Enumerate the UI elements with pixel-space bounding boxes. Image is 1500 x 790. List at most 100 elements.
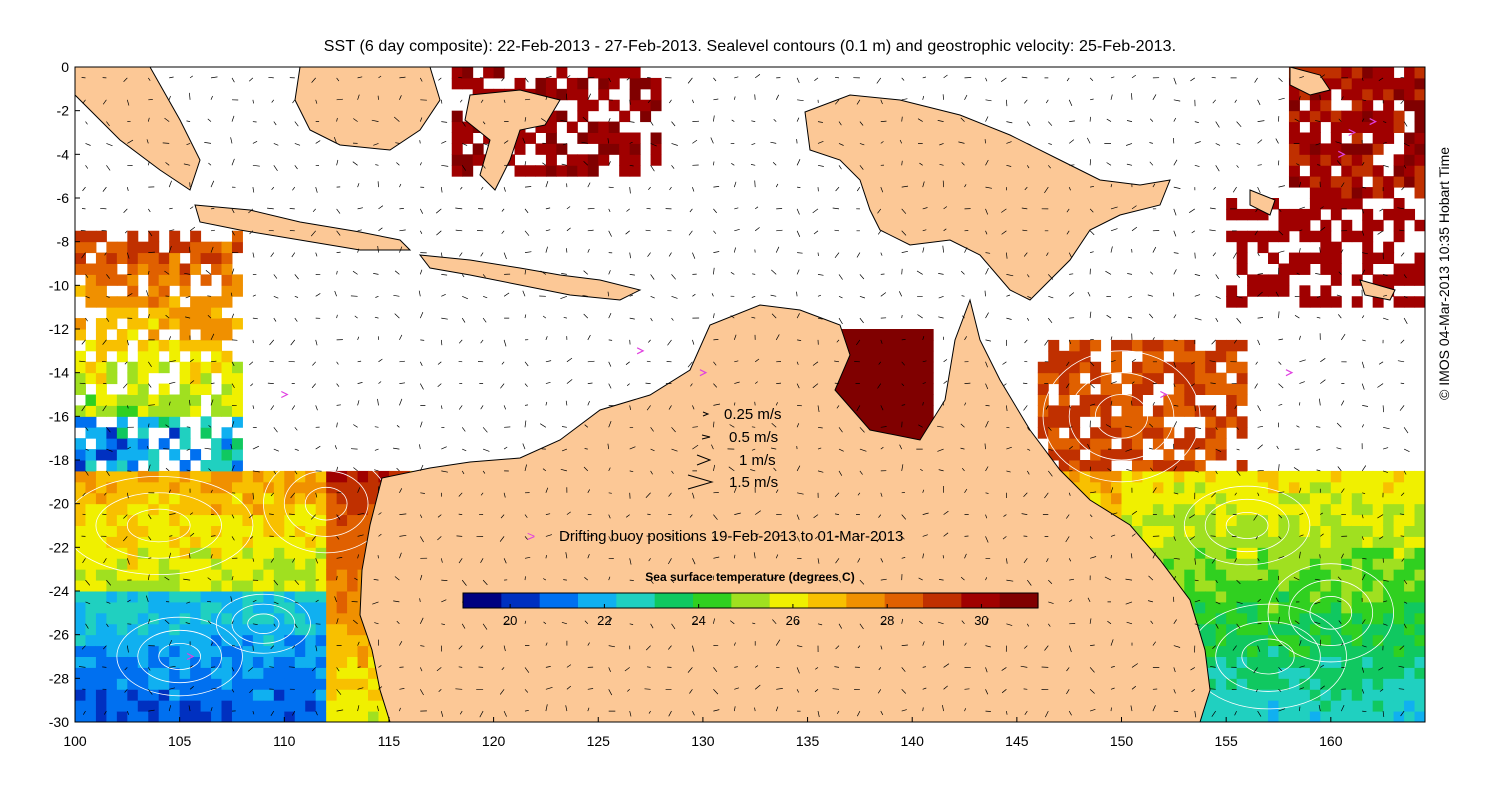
sst-cell — [75, 230, 86, 243]
sst-cell — [1414, 296, 1425, 308]
sst-cell — [305, 711, 317, 722]
sst-cell — [200, 318, 212, 330]
sst-cell — [326, 634, 338, 647]
sst-cell — [127, 547, 139, 559]
sst-cell — [252, 711, 264, 722]
sst-cell — [1090, 460, 1102, 472]
velocity-legend-label-0: 0.25 m/s — [724, 406, 782, 423]
sst-cell — [158, 711, 170, 722]
sealevel-contour — [137, 629, 222, 684]
sealevel-contour — [158, 643, 201, 671]
sst-cell — [1184, 372, 1196, 385]
sst-cell — [1404, 569, 1416, 581]
sst-cell — [472, 143, 484, 155]
sst-cell — [127, 329, 139, 341]
sst-cell — [127, 536, 139, 548]
sst-cell — [336, 503, 348, 516]
sst-cell — [1393, 263, 1405, 275]
sst-cell — [1268, 580, 1279, 592]
sst-cell — [326, 667, 338, 679]
sst-cell — [200, 623, 212, 636]
sst-cell — [556, 110, 568, 123]
sst-cell — [127, 372, 139, 385]
sst-cell — [200, 569, 212, 581]
sst-cell — [1184, 339, 1196, 352]
sst-cell — [1121, 514, 1133, 526]
sst-cell — [200, 700, 212, 712]
sst-cell — [148, 711, 160, 722]
sst-cell — [1341, 536, 1353, 548]
sst-cell — [1341, 580, 1353, 592]
sst-cell — [1100, 405, 1112, 417]
sst-cell — [75, 263, 86, 275]
sst-cell — [305, 481, 317, 494]
sst-cell — [1383, 241, 1395, 254]
sst-cell — [1090, 481, 1102, 494]
sst-cell — [231, 645, 243, 657]
sst-cell — [880, 394, 892, 406]
sst-cell — [85, 230, 97, 243]
sst-cell — [347, 689, 359, 701]
sst-cell — [1247, 503, 1259, 516]
sst-cell — [158, 558, 170, 570]
sst-cell — [1414, 591, 1425, 603]
sst-cell — [357, 689, 369, 701]
sst-cell — [1330, 536, 1342, 548]
sst-cell — [1393, 208, 1405, 221]
sst-cell — [294, 558, 306, 570]
sst-cell — [1351, 230, 1363, 243]
sst-cell — [284, 470, 296, 483]
sst-cell — [263, 569, 275, 581]
sst-cell — [357, 678, 369, 690]
sealevel-contour — [116, 616, 243, 697]
sst-cell — [284, 711, 296, 722]
sst-cell — [127, 296, 139, 308]
sst-cell — [619, 110, 631, 123]
sst-cell — [1330, 601, 1342, 614]
sst-cell — [1268, 689, 1279, 701]
sst-cell — [1226, 711, 1238, 722]
sst-cell — [1393, 121, 1405, 133]
sst-cell — [1131, 361, 1143, 374]
sst-cell — [378, 470, 390, 483]
sst-cell — [1320, 601, 1332, 614]
sst-cell — [1341, 612, 1353, 625]
sst-cell — [1226, 634, 1238, 647]
sst-cell — [1152, 492, 1164, 505]
sst-cell — [1079, 481, 1091, 494]
sst-cell — [106, 481, 118, 494]
sst-cell — [305, 667, 317, 679]
sst-cell — [336, 711, 348, 722]
sst-cell — [1414, 470, 1425, 483]
sst-cell — [462, 67, 474, 79]
sst-cell — [1257, 634, 1269, 647]
sst-cell — [273, 623, 285, 636]
sst-cell — [85, 580, 97, 592]
sst-cell — [1247, 470, 1259, 483]
sst-cell — [1414, 492, 1425, 505]
sst-cell — [1320, 470, 1332, 483]
sst-cell — [127, 601, 139, 614]
sst-cell — [127, 383, 139, 395]
sst-cell — [1278, 208, 1290, 221]
sst-cell — [1205, 470, 1217, 483]
land-sumatra — [75, 67, 201, 191]
sst-cell — [1184, 514, 1196, 526]
sst-cell — [336, 700, 348, 712]
sst-cell — [1341, 470, 1353, 483]
sst-cell — [200, 547, 212, 559]
sst-cell — [1226, 394, 1238, 406]
sst-cell — [263, 678, 275, 690]
sst-cell — [451, 165, 463, 177]
sst-cell — [1215, 449, 1227, 461]
colorbar-tick-label: 20 — [503, 613, 517, 628]
sst-cell — [200, 591, 212, 603]
sst-cell — [1383, 176, 1395, 188]
sst-cell — [922, 372, 934, 385]
sst-cell — [1299, 525, 1311, 537]
sst-cell — [1257, 503, 1269, 516]
sst-cell — [347, 569, 359, 581]
sst-cell — [179, 558, 191, 570]
sst-cell — [1173, 470, 1185, 483]
sst-cell — [1393, 470, 1405, 483]
